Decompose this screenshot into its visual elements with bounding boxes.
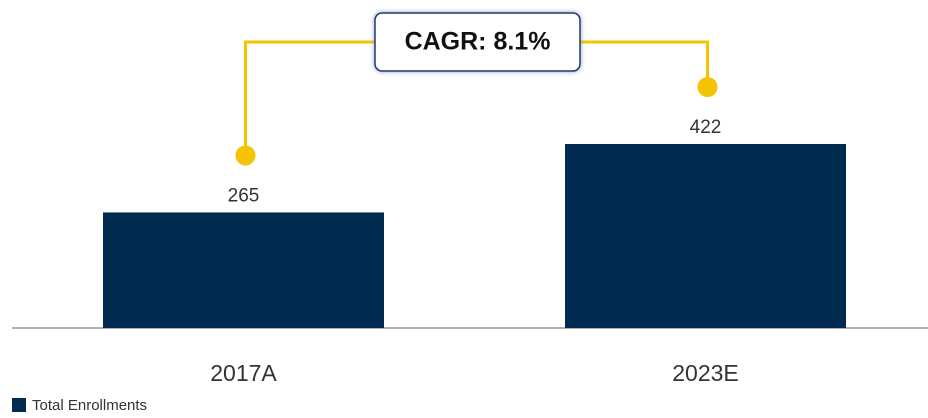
connector [244,40,375,156]
x-tick-label: 2017A [210,360,277,386]
connector [580,40,709,87]
value-label: 422 [690,117,722,138]
legend-label: Total Enrollments [32,397,147,414]
legend-swatch [12,398,26,412]
bar [103,212,384,328]
connector-dot [697,77,718,97]
x-tick-label: 2023E [672,360,739,386]
annotation: CAGR: 8.1% [405,28,551,56]
annotation-box [374,12,581,72]
bar [565,144,846,328]
connector-dot [235,145,256,166]
value-label: 265 [228,185,260,206]
